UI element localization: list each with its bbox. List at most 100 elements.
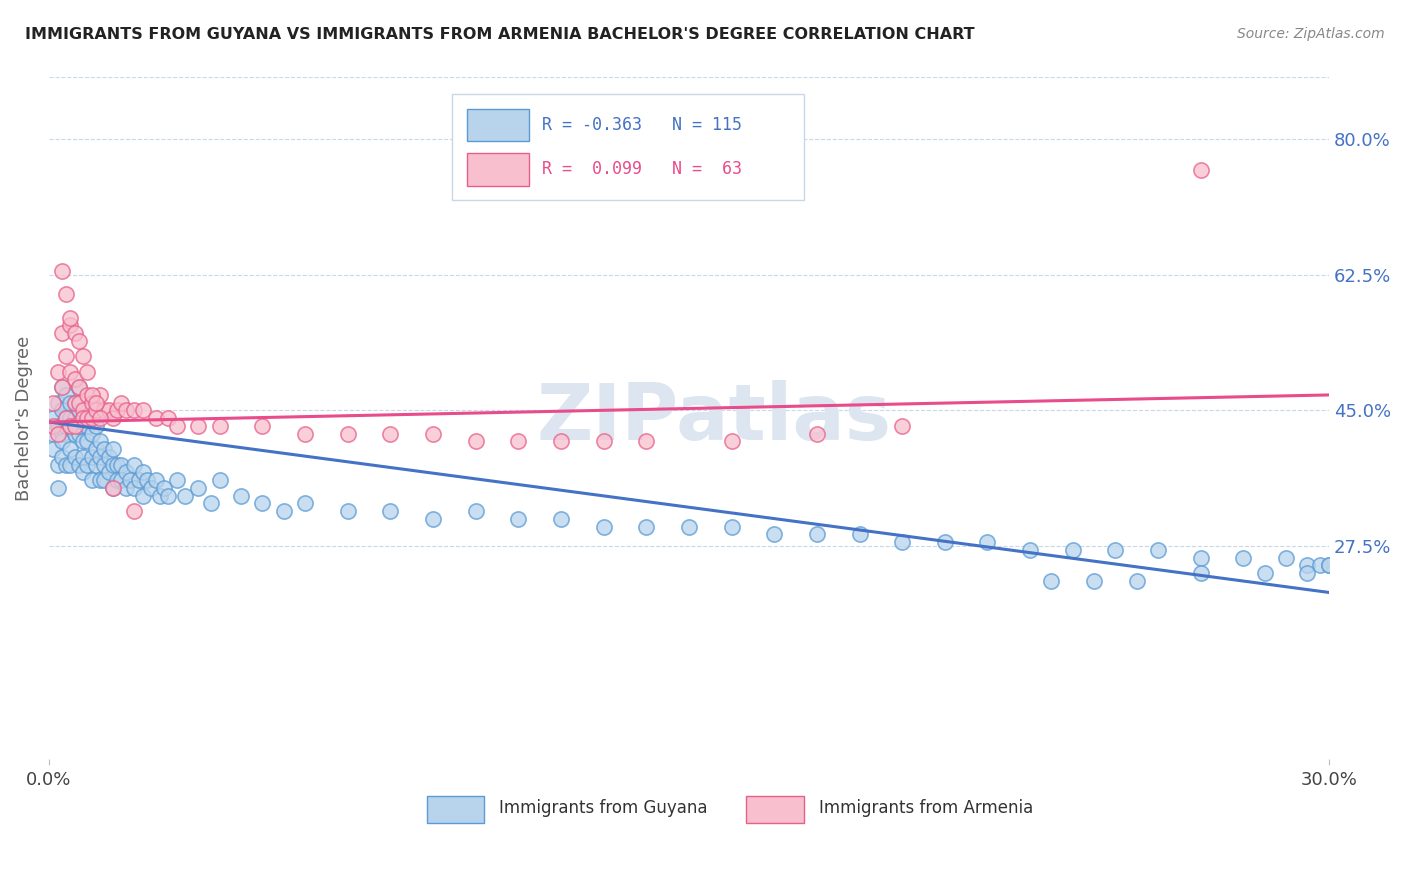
Point <box>51 426 73 441</box>
Point <box>55 287 77 301</box>
Point <box>76 434 98 449</box>
Point <box>1254 566 1277 580</box>
Point <box>42 395 65 409</box>
Point <box>550 434 572 449</box>
Point <box>67 458 90 472</box>
Point <box>84 403 107 417</box>
Point <box>80 473 103 487</box>
Point <box>101 458 124 472</box>
Point <box>252 418 274 433</box>
Point <box>110 473 132 487</box>
Point <box>124 481 146 495</box>
Point <box>72 349 94 363</box>
Point <box>132 489 155 503</box>
Point <box>42 411 65 425</box>
Text: Immigrants from Armenia: Immigrants from Armenia <box>820 799 1033 817</box>
Point <box>72 411 94 425</box>
Point <box>1317 558 1340 573</box>
Y-axis label: Bachelor's Degree: Bachelor's Degree <box>15 335 32 500</box>
Point <box>55 349 77 363</box>
Point <box>105 458 128 472</box>
Point <box>80 388 103 402</box>
Point <box>55 458 77 472</box>
Point <box>166 473 188 487</box>
Point <box>93 403 115 417</box>
Point <box>1062 542 1084 557</box>
Point <box>51 264 73 278</box>
Text: R = -0.363   N = 115: R = -0.363 N = 115 <box>541 116 742 134</box>
Point <box>464 434 486 449</box>
Point <box>89 434 111 449</box>
Point <box>93 473 115 487</box>
Point <box>101 481 124 495</box>
Point <box>55 411 77 425</box>
Point <box>149 489 172 503</box>
Point <box>1147 542 1170 557</box>
Point <box>67 380 90 394</box>
Point <box>67 395 90 409</box>
Point <box>200 496 222 510</box>
Point <box>1040 574 1063 588</box>
Point <box>636 434 658 449</box>
Point <box>763 527 786 541</box>
Point <box>891 418 914 433</box>
Point <box>76 458 98 472</box>
Point <box>72 403 94 417</box>
Point <box>976 535 998 549</box>
Point <box>51 450 73 464</box>
Point <box>72 411 94 425</box>
Point <box>59 310 82 325</box>
FancyBboxPatch shape <box>453 95 804 200</box>
Point <box>208 473 231 487</box>
FancyBboxPatch shape <box>467 153 529 186</box>
Point <box>51 403 73 417</box>
Point <box>166 418 188 433</box>
Point <box>46 418 69 433</box>
Point <box>110 458 132 472</box>
Point <box>59 365 82 379</box>
Point <box>891 535 914 549</box>
Text: Immigrants from Guyana: Immigrants from Guyana <box>499 799 709 817</box>
Point <box>1317 558 1340 573</box>
Point <box>63 411 86 425</box>
FancyBboxPatch shape <box>467 109 529 142</box>
Point <box>229 489 252 503</box>
Point <box>132 403 155 417</box>
Point <box>128 473 150 487</box>
Point <box>46 458 69 472</box>
Point <box>934 535 956 549</box>
Point <box>80 403 103 417</box>
Point <box>1232 550 1254 565</box>
Point <box>208 418 231 433</box>
Point <box>380 504 402 518</box>
Point <box>51 326 73 340</box>
Point <box>51 380 73 394</box>
Point <box>124 458 146 472</box>
Point <box>89 411 111 425</box>
Point <box>67 418 90 433</box>
Text: ZIPatlas: ZIPatlas <box>537 380 891 456</box>
Point <box>72 434 94 449</box>
Point <box>145 473 167 487</box>
Point <box>252 496 274 510</box>
Point <box>76 411 98 425</box>
Point <box>136 473 159 487</box>
Point <box>67 334 90 348</box>
Point <box>187 481 209 495</box>
Point <box>89 473 111 487</box>
Point <box>46 481 69 495</box>
Point <box>157 411 180 425</box>
Point <box>380 426 402 441</box>
Point <box>80 450 103 464</box>
Point <box>508 512 530 526</box>
Point <box>55 388 77 402</box>
Point <box>63 395 86 409</box>
Point <box>1019 542 1042 557</box>
Point <box>187 418 209 433</box>
Text: Source: ZipAtlas.com: Source: ZipAtlas.com <box>1237 27 1385 41</box>
Point <box>1189 550 1212 565</box>
Point <box>46 395 69 409</box>
Point <box>720 434 742 449</box>
Point <box>848 527 870 541</box>
Point <box>464 504 486 518</box>
